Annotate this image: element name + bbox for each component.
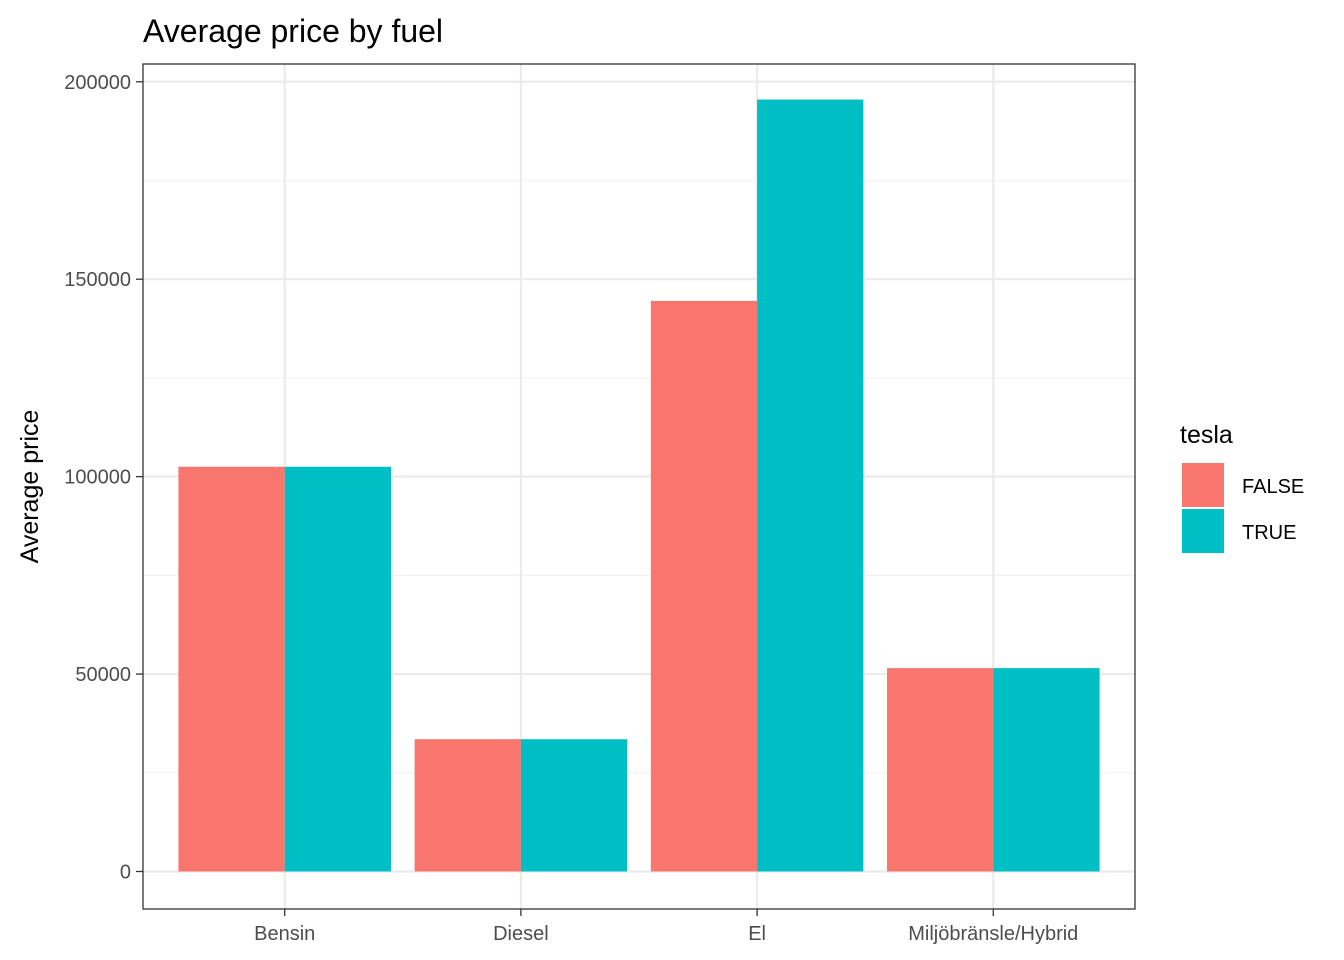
legend-label-true: TRUE [1242,522,1296,544]
x-tick-label: Diesel [493,923,549,945]
legend-key-false [1182,463,1224,507]
bar-true-el [757,99,864,872]
panel-border [142,63,1136,910]
y-tick-label: 150000 [64,269,131,291]
bar-false-diesel [414,739,521,872]
x-tick-label: Bensin [254,923,315,945]
legend: tesla FALSE TRUE [1180,421,1304,553]
y-tick-label: 50000 [75,664,131,686]
legend-key-true [1182,509,1224,553]
bar-false-bensin [178,466,285,872]
bar-false-milj-br-nsle-hybrid [887,668,994,872]
x-tick-label: El [748,923,766,945]
y-axis-title: Average price [16,410,44,564]
bar-true-bensin [284,466,391,872]
bar-false-el [650,300,758,872]
bar-true-milj-br-nsle-hybrid [993,668,1100,872]
x-tick-label: Miljöbränsle/Hybrid [908,923,1078,945]
legend-label-false: FALSE [1242,476,1304,498]
legend-title: tesla [1180,421,1233,449]
y-tick-label: 0 [120,861,131,883]
bar-true-diesel [520,739,628,872]
axes: 0 50000 100000 150000 200000 Bensin Diesel El Mi… [64,72,1078,945]
y-tick-label: 200000 [64,72,131,94]
chart-title: Average price by fuel [143,13,443,49]
bars [178,99,1100,872]
y-tick-label: 100000 [64,467,131,489]
